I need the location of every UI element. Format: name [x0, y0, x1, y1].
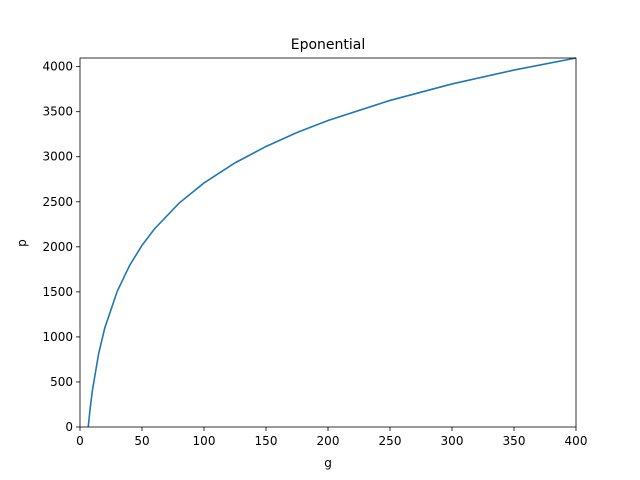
y-tick-label: 4000 [42, 60, 73, 74]
x-tick-label: 350 [503, 434, 526, 448]
x-tick-label: 100 [193, 434, 216, 448]
y-tick-label: 2500 [42, 195, 73, 209]
y-tick-label: 2000 [42, 240, 73, 254]
x-tick-label: 0 [76, 434, 84, 448]
x-tick-label: 200 [317, 434, 340, 448]
y-axis-label: p [15, 239, 29, 247]
y-tick-label: 3500 [42, 105, 73, 119]
plot-frame [79, 57, 577, 428]
line [87, 57, 577, 428]
y-tick-label: 1000 [42, 330, 73, 344]
x-tick-label: 150 [255, 434, 278, 448]
y-tick-label: 3000 [42, 150, 73, 164]
x-axis-label: g [324, 456, 332, 470]
x-tick-label: 50 [134, 434, 149, 448]
y-tick-label: 500 [50, 375, 73, 389]
x-tick-label: 250 [379, 434, 402, 448]
y-tick-label: 0 [65, 420, 73, 434]
x-tick-label: 400 [565, 434, 588, 448]
y-tick-label: 1500 [42, 285, 73, 299]
x-tick-label: 300 [441, 434, 464, 448]
chart-title: Eponential [291, 37, 366, 53]
